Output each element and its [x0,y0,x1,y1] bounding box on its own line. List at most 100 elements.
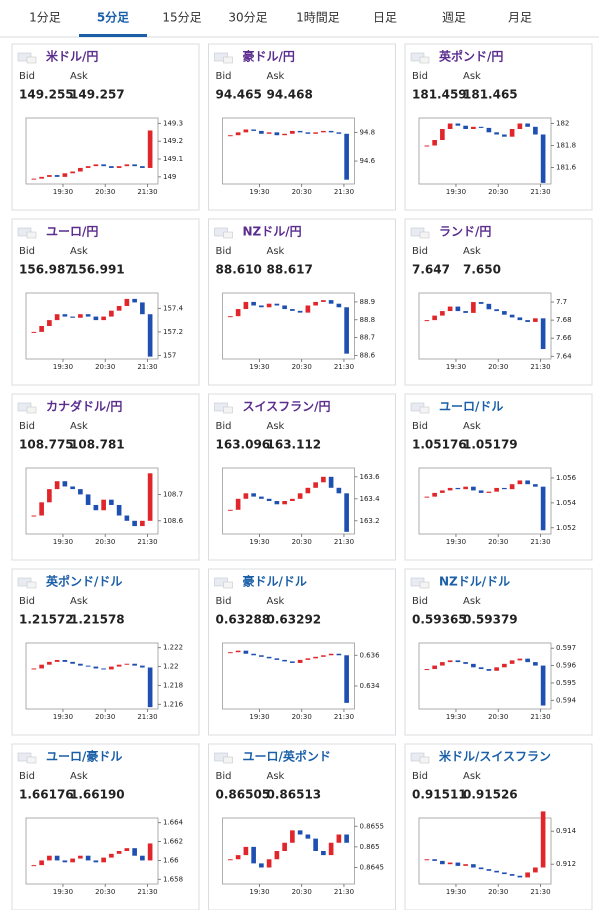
flag-icon [26,581,37,589]
candle [124,663,130,665]
tab[interactable]: 15分足 [162,11,201,25]
ask-value: 163.112 [267,438,322,452]
candle [132,848,137,856]
candle [274,132,280,136]
pair-name[interactable]: カナダドル/円 [46,399,122,414]
candle [116,851,122,854]
candle [85,494,91,505]
candle [540,134,546,183]
candle [147,843,153,861]
candle [305,487,311,494]
bid-value: 163.096 [216,438,271,452]
bid-value: 0.59365 [412,613,467,627]
candle [540,811,546,868]
x-tick-label: 20:30 [488,363,508,371]
candle [140,520,145,527]
x-tick-label: 19:30 [53,713,73,721]
chart-frame [25,292,159,360]
candle [109,166,114,168]
candle [31,515,37,517]
tab[interactable]: 週足 [442,11,466,25]
candle [39,502,44,516]
pair-name[interactable]: ユーロ/円 [46,225,98,239]
candle [502,311,507,315]
tab[interactable]: 1時間足 [296,11,340,25]
tab[interactable]: 1分足 [29,11,61,25]
pair-name[interactable]: NZドル/ドル [439,575,510,589]
ask-label: Ask [70,596,88,607]
bid-label: Bid [412,596,428,607]
x-tick-label: 20:30 [292,538,312,546]
candle [486,491,492,493]
pair-name[interactable]: ユーロ/ドル [439,400,503,414]
bid-value: 149.255 [19,88,74,102]
candle [463,662,468,664]
y-tick-label: 88.9 [360,298,376,306]
bid-value: 1.05176 [412,438,467,452]
candle [116,305,122,311]
candle [93,504,99,511]
candle [140,166,145,168]
candle [440,129,445,140]
candle [243,301,249,310]
tab[interactable]: 日足 [373,11,397,25]
y-tick-label: 0.8655 [360,822,385,830]
x-tick-label: 21:30 [137,363,157,371]
candle [78,663,83,666]
bid-label: Bid [216,421,232,432]
x-tick-label: 20:30 [95,363,115,371]
candle [509,874,515,876]
x-tick-label: 21:30 [334,188,354,196]
candle [525,320,530,322]
bid-value: 0.86505 [216,788,271,802]
pair-name[interactable]: 米ドル/円 [46,49,98,64]
candle [424,320,430,322]
candle [39,664,44,669]
candle [274,303,280,306]
candle [243,493,249,499]
tab[interactable]: 5分足 [97,10,129,25]
candle [266,498,272,501]
ask-value: 1.66190 [70,788,125,802]
y-tick-label: 0.636 [360,651,381,659]
tab[interactable]: 月足 [508,11,532,25]
ask-label: Ask [70,771,88,782]
y-tick-label: 149.3 [163,119,183,127]
candle [313,301,318,306]
bid-value: 7.647 [412,263,450,277]
chart-frame [418,467,552,535]
pair-name[interactable]: ランド/円 [439,225,491,239]
pair-name[interactable]: 豪ドル/ドル [243,574,307,589]
pair-name[interactable]: 豪ドル/円 [243,49,295,64]
ask-label: Ask [267,71,285,82]
tab[interactable]: 30分足 [228,11,267,25]
candle [297,493,303,499]
pair-name[interactable]: ユーロ/英ポンド [243,749,331,764]
candle [432,140,437,146]
bid-label: Bid [412,246,428,257]
y-tick-label: 0.912 [556,860,576,868]
candle [101,316,106,321]
candle [540,318,546,350]
pair-name[interactable]: スイスフラン/円 [243,400,331,414]
pair-name[interactable]: NZドル/円 [243,225,302,239]
candle [235,650,241,653]
pair-name[interactable]: 英ポンド/円 [439,49,503,64]
y-tick-label: 163.2 [360,517,380,525]
bid-value: 108.775 [19,438,74,452]
pair-name[interactable]: ユーロ/豪ドル [46,749,122,764]
x-tick-label: 21:30 [530,888,550,896]
flag-icon [223,406,233,414]
candle [39,176,44,179]
pair-name[interactable]: 米ドル/スイスフラン [439,749,551,764]
active-tab-underline [79,34,147,37]
candle [336,487,342,494]
ask-label: Ask [267,596,285,607]
candle [70,661,75,664]
candle [259,863,264,868]
candle [290,130,295,134]
candle [274,851,280,860]
chart-frame [222,117,355,185]
bid-label: Bid [412,771,428,782]
pair-name[interactable]: 英ポンド/ドル [46,574,122,589]
